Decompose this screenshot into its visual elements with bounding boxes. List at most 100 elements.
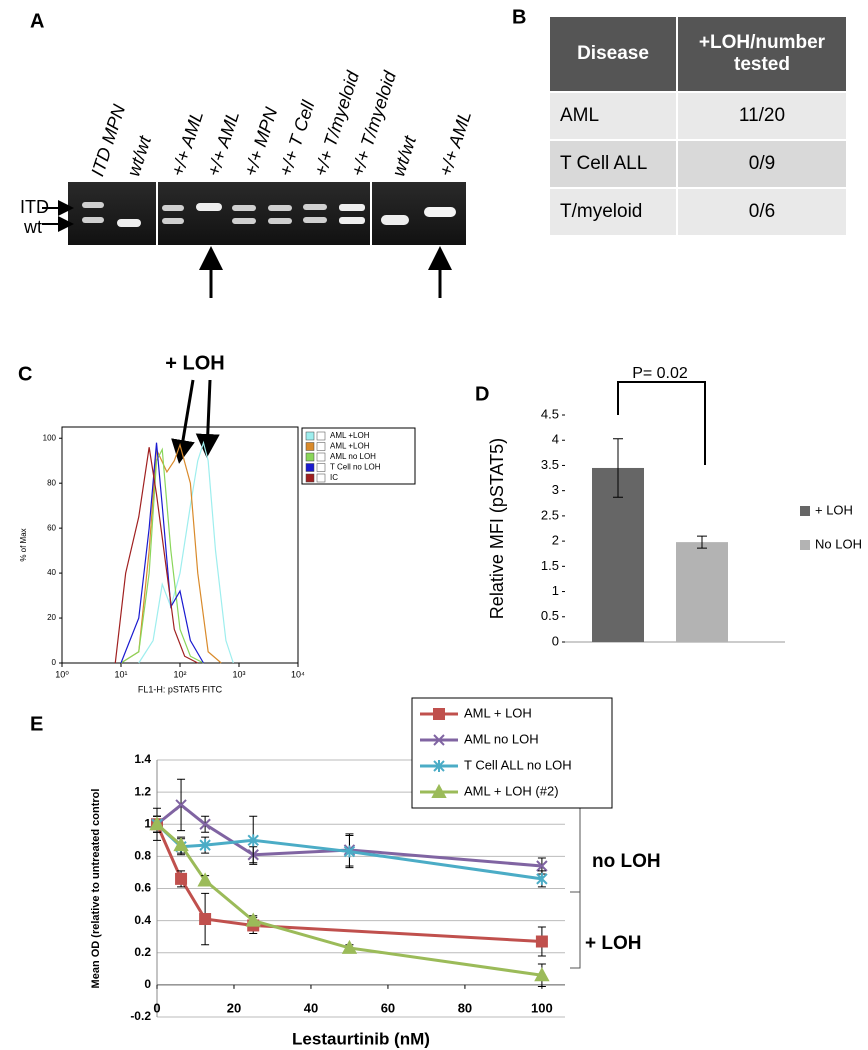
error-bar	[697, 535, 707, 549]
marker	[535, 935, 548, 948]
flow-arrows	[171, 379, 220, 464]
band-label: ITD	[20, 197, 49, 217]
x-tick-label: 10⁴	[291, 669, 305, 679]
results-table: Disease +LOH/number tested AML 11/20 T Cel…	[548, 15, 848, 237]
annotation: + LOH	[585, 933, 641, 954]
cell: 11/20	[676, 91, 848, 141]
lane-label: +/+ MPN	[240, 104, 281, 179]
legend-icon	[316, 463, 326, 472]
legend-label: T Cell ALL no LOH	[464, 757, 572, 772]
legend-icon	[316, 452, 326, 462]
marker	[536, 872, 548, 885]
series-line	[120, 442, 222, 664]
y-tick-label: 0.2	[134, 945, 151, 959]
x-tick-label: 10³	[232, 669, 245, 679]
header-cell: +LOH/number tested	[676, 15, 848, 93]
panel-label: C	[18, 363, 32, 385]
legend-swatch	[305, 431, 315, 441]
band-label: wt	[23, 217, 42, 237]
x-axis-label: FL1-H: pSTAT5 FITC	[138, 684, 223, 694]
x-tick-label: 80	[458, 1000, 472, 1015]
legend-box	[411, 697, 613, 809]
y-tick-label: 100	[43, 433, 57, 442]
y-tick-label: 1	[552, 583, 559, 598]
series-line	[120, 442, 204, 664]
legend-swatch	[305, 463, 315, 472]
marker	[173, 837, 189, 852]
y-tick-label: 0.6	[134, 881, 151, 895]
legend-label: No LOH	[815, 536, 862, 551]
y-tick-label: 40	[47, 568, 56, 577]
gel-image	[42, 182, 466, 298]
marker	[175, 799, 187, 811]
panel-label: D	[475, 383, 489, 405]
legend-label: AML no LOH	[330, 452, 376, 461]
cell: T/myeloid	[548, 187, 678, 237]
lane-label: +/+ AML	[167, 108, 207, 178]
y-tick-label: 60	[47, 523, 56, 532]
header-cell: Disease	[548, 15, 678, 93]
marker	[175, 872, 188, 885]
cell: 0/9	[676, 139, 848, 189]
y-tick-label: 0	[52, 658, 57, 667]
lane-label: +/+ AML	[435, 108, 475, 178]
y-tick-label: 0	[552, 633, 559, 648]
x-axis-label: Lestaurtinib (nM)	[292, 1029, 430, 1048]
legend-label: AML +LOH	[330, 431, 370, 440]
legend-swatch	[800, 506, 810, 516]
annotation: P= 0.02	[632, 365, 688, 382]
y-tick-label: 1	[144, 816, 151, 830]
y-tick-label: 1.4	[134, 752, 151, 766]
legend-label: T Cell no LOH	[330, 463, 381, 472]
marker	[197, 872, 213, 887]
legend-swatch	[305, 452, 315, 462]
cell: AML	[548, 91, 678, 141]
legend-icon	[316, 442, 326, 451]
y-tick-label: 1.2	[134, 784, 151, 798]
marker	[343, 845, 356, 858]
legend-icon	[316, 473, 326, 483]
marker	[199, 839, 211, 852]
marker	[433, 760, 445, 772]
y-tick-label: 3.5	[541, 457, 559, 472]
marker	[431, 783, 447, 798]
x-tick-label: 40	[304, 1000, 318, 1015]
marker	[534, 967, 550, 982]
cell: T Cell ALL	[548, 139, 678, 189]
x-tick-label: 20	[227, 1000, 241, 1015]
marker	[341, 939, 358, 954]
x-tick-label: 0	[153, 1000, 160, 1015]
y-axis-label: % of Max	[19, 528, 28, 561]
marker	[433, 708, 445, 720]
y-tick-label: 4	[552, 432, 559, 447]
legend-label: AML + LOH	[464, 705, 532, 720]
y-tick-label: 20	[47, 613, 56, 622]
y-axis-label: Mean OD (relative to untreated control	[90, 789, 102, 989]
legend-swatch	[305, 442, 315, 451]
marker	[536, 860, 548, 872]
panel-label: A	[30, 10, 44, 32]
error-bar	[613, 438, 623, 498]
lane-label: wt/wt	[388, 133, 420, 179]
x-tick-label: 60	[381, 1000, 395, 1015]
y-tick-label: 0.5	[541, 608, 559, 623]
legend-swatch	[305, 473, 315, 483]
legend-label: IC	[330, 473, 338, 482]
x-tick-label: 10²	[173, 669, 186, 679]
legend-swatch	[800, 540, 810, 550]
marker	[199, 913, 212, 926]
marker	[245, 912, 261, 927]
y-tick-label: 4.5	[541, 406, 559, 421]
y-tick-label: 3	[552, 482, 559, 497]
y-tick-label: 2	[552, 533, 559, 548]
y-tick-label: 2.5	[541, 507, 559, 522]
legend-label: AML + LOH (#2)	[464, 783, 559, 798]
legend-label: AML no LOH	[464, 731, 539, 746]
lane-label: +/+ AML	[203, 108, 243, 178]
y-tick-label: -0.2	[130, 1009, 151, 1023]
annotation: + LOH	[165, 352, 224, 374]
panel-label: E	[30, 713, 43, 735]
y-tick-label: 80	[47, 478, 56, 487]
y-tick-label: 0.8	[134, 849, 151, 863]
